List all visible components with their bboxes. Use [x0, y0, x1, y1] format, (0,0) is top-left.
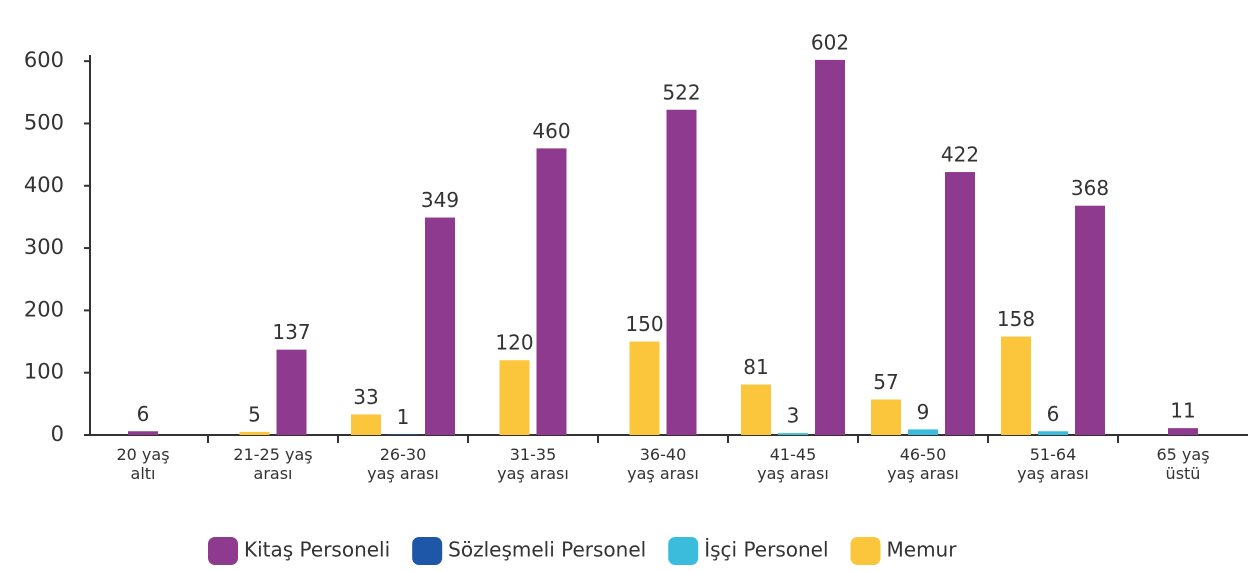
value-label: 602	[811, 30, 849, 54]
value-label: 522	[662, 80, 700, 104]
legend-label: Kitaş Personeli	[244, 538, 390, 562]
bar	[629, 341, 660, 435]
value-label: 1	[397, 405, 410, 429]
y-tick-label: 300	[24, 235, 64, 259]
x-tick-line: 36-40	[640, 445, 687, 464]
value-label: 368	[1071, 176, 1109, 200]
x-tick-line: arası	[254, 464, 293, 483]
x-tick-label: 31-35 yaş arası	[497, 445, 569, 483]
value-label: 57	[873, 370, 898, 394]
x-tick-label: 26-30 yaş arası	[367, 445, 439, 483]
bar	[1038, 431, 1068, 435]
value-label: 6	[1047, 402, 1060, 426]
x-tick-line: üstü	[1166, 464, 1201, 483]
legend-swatch	[208, 537, 238, 565]
legend-swatch	[850, 537, 881, 565]
bar	[908, 429, 938, 435]
x-tick-line: 41-45	[770, 445, 817, 464]
bar	[741, 384, 771, 435]
bar	[815, 59, 845, 436]
x-tick-label: 41-45 yaş arası	[757, 445, 829, 483]
bar	[666, 109, 697, 435]
bar	[276, 349, 307, 435]
x-tick-line: 46-50	[900, 445, 947, 464]
bar	[499, 360, 530, 435]
bar	[1075, 205, 1105, 435]
value-label: 158	[997, 307, 1035, 331]
y-tick-label: 200	[24, 297, 64, 321]
bar	[536, 148, 567, 435]
bar	[1001, 336, 1031, 435]
x-tick-line: yaş arası	[497, 464, 569, 483]
bar	[425, 217, 455, 435]
y-tick-label: 500	[24, 110, 64, 134]
y-tick-label: 400	[24, 173, 64, 197]
bar	[871, 399, 901, 435]
x-tick-line: 65 yaş	[1156, 445, 1209, 464]
y-tick-label: 0	[51, 422, 64, 446]
legend-label: Memur	[887, 538, 958, 562]
x-tick-line: 21-25 yaş	[233, 445, 312, 464]
value-label: 422	[941, 143, 979, 167]
x-tick-line: 31-35	[510, 445, 557, 464]
legend-label: Sözleşmeli Personel	[448, 538, 646, 562]
value-label: 33	[353, 385, 378, 409]
bar	[778, 433, 808, 435]
x-tick-label: 46-50 yaş arası	[887, 445, 959, 483]
value-label: 6	[137, 402, 150, 426]
x-tick-line: 26-30	[380, 445, 427, 464]
bar	[239, 431, 270, 435]
x-tick-line: yaş arası	[757, 464, 829, 483]
legend-swatch	[668, 537, 699, 565]
x-tick-label: 51-64 yaş arası	[1017, 445, 1089, 483]
value-label: 120	[495, 331, 533, 355]
value-label: 5	[248, 402, 261, 426]
value-label: 137	[272, 320, 310, 344]
x-tick-line: yaş arası	[887, 464, 959, 483]
x-tick-line: 20 yaş	[116, 445, 169, 464]
x-tick-label: 36-40 yaş arası	[627, 445, 699, 483]
value-label: 81	[743, 355, 768, 379]
legend-swatch	[412, 537, 443, 565]
x-tick-line: yaş arası	[627, 464, 699, 483]
x-tick-label: 20 yaş altı	[116, 445, 169, 483]
x-tick-label: 65 yaş üstü	[1156, 445, 1209, 483]
value-label: 3	[787, 404, 800, 428]
y-tick-label: 100	[24, 360, 64, 384]
value-label: 460	[532, 119, 570, 143]
value-label: 11	[1170, 399, 1195, 423]
value-label: 349	[421, 188, 459, 212]
bar	[351, 414, 381, 435]
bar	[945, 172, 975, 436]
x-tick-label: 21-25 yaş arası	[233, 445, 312, 483]
value-label: 9	[917, 400, 930, 424]
legend-label: İşçi Personel	[704, 538, 828, 562]
bar	[388, 434, 418, 435]
value-label: 150	[625, 312, 663, 336]
bar	[128, 431, 158, 435]
x-tick-line: yaş arası	[367, 464, 439, 483]
bar	[1168, 428, 1198, 435]
x-tick-line: altı	[131, 464, 156, 483]
x-tick-line: yaş arası	[1017, 464, 1089, 483]
legend: Kitaş Personeli Sözleşmeli Personel İşçi P…	[208, 537, 957, 565]
x-tick-line: 51-64	[1030, 445, 1077, 464]
y-tick-label: 600	[24, 48, 64, 72]
